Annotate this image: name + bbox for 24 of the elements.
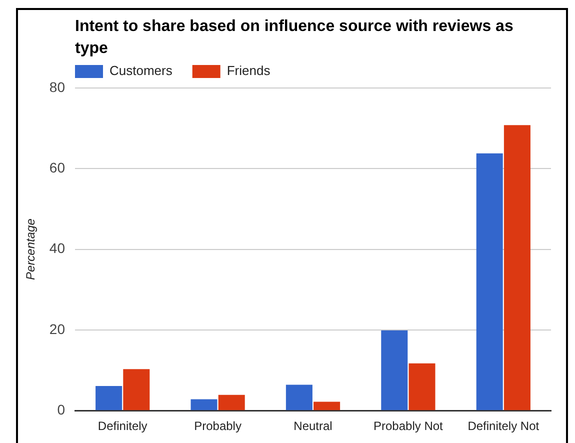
y-axis-title: Percentage — [24, 218, 38, 280]
bar — [190, 399, 218, 410]
y-tick-label: 80 — [49, 78, 66, 95]
x-tick-label: Definitely Not — [468, 419, 540, 434]
bar — [476, 153, 503, 410]
y-tick-label: 40 — [49, 240, 66, 256]
bar — [314, 402, 340, 410]
bar — [218, 394, 245, 410]
y-tick-label: 20 — [49, 320, 66, 337]
y-tick-label: 60 — [49, 160, 66, 176]
legend-label: Customers — [110, 63, 173, 78]
x-tick-label: Neutral — [294, 419, 332, 434]
legend-label: Friends — [226, 63, 271, 78]
bar — [504, 125, 530, 410]
chart-title: Intent to share based on influence source with reviews as type — [75, 17, 514, 59]
x-tick-label: Probably Not — [374, 419, 444, 434]
bar — [408, 363, 436, 410]
x-tick-label: Probably — [194, 419, 242, 434]
x-tick-label: Definitely — [98, 419, 148, 434]
bar — [381, 330, 408, 410]
y-tick-label: 0 — [57, 401, 66, 418]
bar — [286, 384, 312, 410]
bar — [123, 369, 150, 410]
bar — [96, 386, 122, 410]
